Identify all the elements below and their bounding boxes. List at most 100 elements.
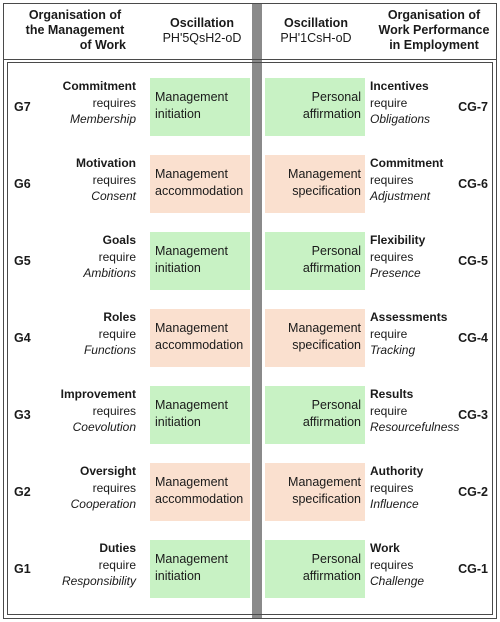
grid-row: G5 Goals require Ambitions Management initiat… (4, 228, 496, 298)
performance-object: Tracking (370, 343, 416, 357)
cg-level-code: CG-4 (458, 331, 488, 345)
oscillation-left-box: Management initiation (150, 540, 250, 598)
management-statement: Oversight requires Cooperation (44, 463, 136, 513)
oscillation-right-line-2: affirmation (302, 569, 361, 583)
oscillation-right-line-2: specification (292, 492, 361, 506)
management-statement: Roles require Functions (44, 309, 136, 359)
cg-level-code: CG-5 (458, 254, 488, 268)
oscillation-right-line-2: affirmation (302, 107, 361, 121)
oscillation-left-line-1: Management (155, 552, 228, 566)
performance-object: Resourcefulness (370, 420, 460, 434)
header-rule (4, 59, 496, 60)
management-object: Consent (91, 189, 136, 203)
oscillation-left-line-2: initiation (155, 569, 201, 583)
oscillation-right-line-2: specification (292, 184, 361, 198)
oscillation-right-box: Management specification (265, 155, 365, 213)
diagram-frame: Organisation of the Management of Work O… (3, 3, 497, 619)
performance-statement: Assessments require Tracking (370, 309, 460, 359)
center-divider (252, 4, 262, 618)
oscillation-left-box: Management initiation (150, 386, 250, 444)
cg-level-code: CG-3 (458, 408, 488, 422)
g-level-code: G6 (14, 177, 31, 191)
oscillation-right-box: Management specification (265, 463, 365, 521)
g-level-code: G5 (14, 254, 31, 268)
management-subject: Goals (102, 233, 136, 247)
performance-subject: Flexibility (370, 233, 426, 247)
header-osc-left-code: PH'5QsH2-oD (162, 31, 242, 45)
management-verb: require (98, 326, 136, 341)
oscillation-left-line-2: accommodation (155, 492, 244, 506)
performance-subject: Commitment (370, 156, 444, 170)
cg-level-code: CG-6 (458, 177, 488, 191)
management-object: Ambitions (83, 266, 136, 280)
management-subject: Roles (103, 310, 136, 324)
performance-verb: requires (370, 249, 414, 264)
grid-row: G4 Roles require Functions Management accommo… (4, 305, 496, 375)
management-statement: Duties require Responsibility (44, 540, 136, 590)
management-subject: Oversight (79, 464, 136, 478)
oscillation-left-box: Management accommodation (150, 463, 250, 521)
oscillation-right-line-1: Management (288, 167, 361, 181)
header-right-line-3: in Employment (389, 38, 479, 52)
oscillation-right-line-1: Management (288, 475, 361, 489)
performance-verb: requires (370, 557, 414, 572)
management-subject: Duties (99, 541, 136, 555)
header-left-line-1: Organisation of (28, 8, 122, 22)
management-statement: Improvement requires Coevolution (44, 386, 136, 436)
header-left-line-2: the Management (25, 23, 125, 37)
oscillation-right-line-1: Management (288, 321, 361, 335)
oscillation-left-line-2: accommodation (155, 338, 244, 352)
header-osc-left-title: Oscillation (170, 16, 234, 30)
performance-subject: Results (370, 387, 414, 401)
oscillation-right-box: Personal affirmation (265, 78, 365, 136)
oscillation-left-box: Management accommodation (150, 309, 250, 367)
cg-level-code: CG-1 (458, 562, 488, 576)
grid-row: G6 Motivation requires Consent Management acc… (4, 151, 496, 221)
g-level-code: G2 (14, 485, 31, 499)
performance-statement: Commitment requires Adjustment (370, 155, 460, 205)
grid-row: G3 Improvement requires Coevolution Manageme… (4, 382, 496, 452)
g-level-code: G4 (14, 331, 31, 345)
management-object: Cooperation (70, 497, 136, 511)
performance-verb: requires (370, 480, 414, 495)
management-statement: Motivation requires Consent (44, 155, 136, 205)
oscillation-left-box: Management initiation (150, 78, 250, 136)
management-object: Coevolution (72, 420, 136, 434)
management-statement: Goals require Ambitions (44, 232, 136, 282)
oscillation-left-line-1: Management (155, 167, 228, 181)
oscillation-left-line-1: Management (155, 475, 228, 489)
header-left-line-3: of Work (79, 38, 126, 52)
performance-statement: Authority requires Influence (370, 463, 460, 513)
management-object: Functions (83, 343, 136, 357)
management-verb: requires (92, 172, 136, 187)
performance-subject: Assessments (370, 310, 448, 324)
management-verb: require (98, 557, 136, 572)
performance-verb: require (370, 95, 408, 110)
management-verb: requires (92, 95, 136, 110)
oscillation-left-line-1: Management (155, 321, 228, 335)
header-osc-right-code: PH'1CsH-oD (280, 31, 352, 45)
oscillation-right-box: Management specification (265, 309, 365, 367)
header-left-title: Organisation of the Management of Work (10, 8, 140, 53)
g-level-code: G1 (14, 562, 31, 576)
oscillation-left-box: Management initiation (150, 232, 250, 290)
performance-object: Obligations (370, 112, 431, 126)
body-frame (7, 62, 493, 615)
performance-statement: Flexibility requires Presence (370, 232, 460, 282)
header-right-line-1: Organisation of (387, 8, 481, 22)
grid-row: G2 Oversight requires Cooperation Management… (4, 459, 496, 529)
performance-object: Adjustment (370, 189, 431, 203)
oscillation-right-line-1: Personal (311, 90, 361, 104)
oscillation-left-box: Management accommodation (150, 155, 250, 213)
oscillation-right-line-2: affirmation (302, 261, 361, 275)
cg-level-code: CG-7 (458, 100, 488, 114)
management-verb: requires (92, 480, 136, 495)
performance-subject: Incentives (370, 79, 429, 93)
oscillation-right-box: Personal affirmation (265, 540, 365, 598)
oscillation-left-line-2: initiation (155, 107, 201, 121)
management-verb: requires (92, 403, 136, 418)
management-statement: Commitment requires Membership (44, 78, 136, 128)
management-subject: Commitment (62, 79, 136, 93)
cg-level-code: CG-2 (458, 485, 488, 499)
oscillation-right-line-1: Personal (311, 552, 361, 566)
